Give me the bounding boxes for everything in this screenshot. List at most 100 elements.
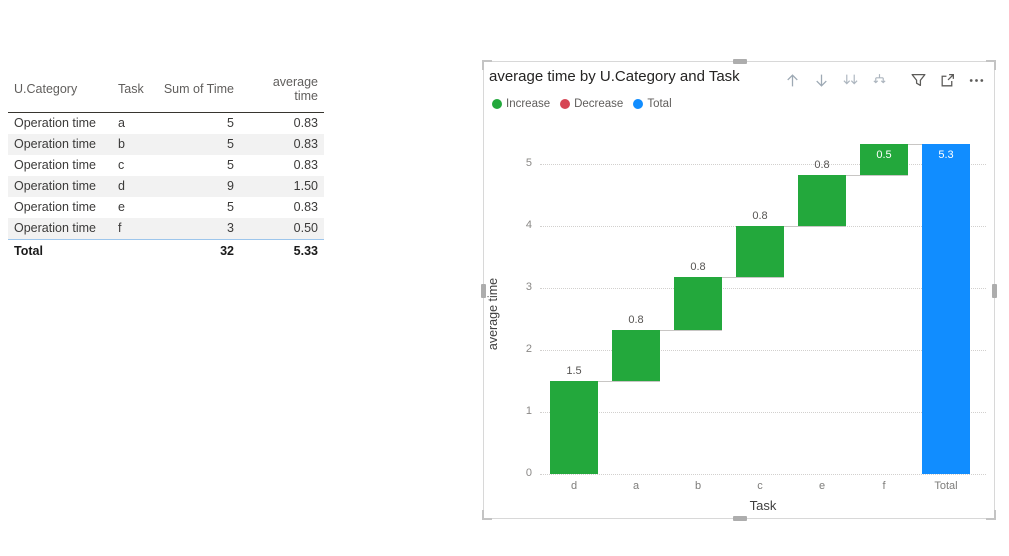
resize-handle-left[interactable] [481, 284, 486, 298]
total-cell: 5.33 [240, 239, 324, 262]
table-cell[interactable]: 9 [150, 176, 240, 197]
y-axis-tick-label: 1 [525, 405, 532, 417]
total-cell: Total [8, 239, 112, 262]
waterfall-connector [612, 329, 722, 331]
x-axis-category-label: b [694, 480, 702, 492]
table-cell[interactable]: 5 [150, 134, 240, 155]
filter-icon[interactable] [909, 71, 928, 90]
waterfall-connector [798, 174, 908, 176]
column-header[interactable]: Sum of Time [150, 70, 240, 113]
resize-handle-top-right[interactable] [986, 60, 996, 70]
resize-handle-bottom-left[interactable] [482, 510, 492, 520]
drill-down-icon[interactable] [812, 71, 831, 90]
x-axis-title: Task [749, 498, 777, 513]
more-options-icon[interactable] [967, 71, 986, 90]
resize-handle-top[interactable] [733, 59, 747, 64]
legend-dot [492, 99, 502, 109]
legend-label: Increase [506, 98, 551, 110]
x-axis-category-label: f [882, 480, 886, 492]
table-cell[interactable]: f [112, 218, 150, 240]
table-cell[interactable]: e [118, 200, 125, 214]
y-axis-tick-label: 3 [525, 281, 532, 293]
x-axis-category-label: Total [934, 480, 958, 492]
legend-item-decrease[interactable]: Decrease [560, 98, 623, 110]
chart-legend: Increase Decrease Total [492, 98, 672, 110]
table-cell[interactable]: 5 [227, 158, 234, 172]
y-axis-title: average time [486, 277, 501, 351]
data-label: 1.5 [566, 365, 582, 377]
table-cell[interactable]: c [118, 158, 125, 172]
resize-handle-right[interactable] [992, 284, 997, 298]
table-cell[interactable]: 0.83 [293, 116, 318, 130]
table-cell[interactable]: 5 [227, 116, 234, 130]
bar-f[interactable] [860, 143, 908, 175]
y-axis-tick-label: 2 [525, 343, 532, 355]
chart-title: average time by U.Category and Task [489, 68, 740, 85]
table-cell[interactable]: Operation time [8, 218, 112, 240]
data-label: 0.8 [814, 158, 830, 171]
waterfall-connector [736, 226, 846, 227]
resize-handle-top-left[interactable] [482, 60, 492, 70]
bar-b[interactable] [674, 277, 722, 330]
table-cell[interactable]: 0.50 [240, 218, 324, 240]
y-axis-tick-label: 4 [525, 219, 532, 231]
data-label: 0.8 [628, 313, 644, 326]
expand-all-down-icon[interactable] [870, 71, 889, 90]
legend-item-increase[interactable]: Increase [492, 98, 550, 110]
x-axis-category-label: a [632, 480, 640, 492]
table-row[interactable]: Operation time e 5 0.83 [8, 197, 324, 218]
table-cell[interactable]: 5 [227, 200, 234, 214]
x-axis-category-label: d [570, 480, 578, 492]
bar-a[interactable] [612, 329, 660, 381]
table-cell[interactable]: Operation time [8, 176, 112, 197]
data-table: U.Category Task Sum of Time average time Op… [8, 70, 324, 262]
data-label: 0.8 [752, 210, 768, 222]
table-header-row: U.Category Task Sum of Time average time [8, 70, 324, 113]
waterfall-chart-visual[interactable]: average time by U.Category and Task Incr… [481, 59, 997, 521]
table-cell[interactable]: 0.83 [293, 158, 318, 172]
table-cell[interactable]: Operation time [14, 158, 96, 172]
table-cell[interactable]: 0.83 [240, 134, 324, 155]
y-gridline [540, 288, 986, 289]
y-gridline [540, 350, 986, 351]
legend-label: Total [647, 98, 672, 110]
legend-dot [633, 99, 644, 109]
bar-total[interactable] [922, 143, 970, 474]
y-gridline [540, 164, 986, 165]
table-cell[interactable]: 1.50 [240, 176, 324, 197]
x-axis-category-label: c [757, 480, 763, 492]
table-cell[interactable]: Operation time [8, 134, 112, 155]
data-label: 0.5 [876, 148, 892, 161]
column-header[interactable]: U.Category [8, 70, 112, 113]
drill-up-icon[interactable] [783, 71, 802, 90]
resize-handle-bottom[interactable] [733, 516, 747, 521]
resize-handle-bottom-right[interactable] [986, 510, 996, 520]
table-cell[interactable]: 0.83 [293, 200, 318, 214]
table-cell[interactable]: a [118, 116, 125, 130]
table-row[interactable]: Operation time b 5 0.83 [8, 134, 324, 155]
y-gridline [540, 412, 986, 413]
column-header[interactable]: average time [240, 70, 324, 113]
table-cell[interactable]: Operation time [14, 116, 96, 130]
table-row[interactable]: Operation time a 5 0.83 [8, 113, 324, 135]
visual-header-toolbar [783, 71, 986, 90]
show-next-level-icon[interactable] [841, 71, 860, 90]
plot-area: 0 1 2 3 4 5 1.5 d 0.8 a 0.8 b 0.8 c 0.8 e 0.5 f 5.3 Total [484, 62, 994, 518]
table-cell[interactable]: Operation time [14, 200, 96, 214]
table-row[interactable]: Operation time c 5 0.83 [8, 155, 324, 176]
bar-e[interactable] [798, 174, 846, 226]
legend-item-total[interactable]: Total [633, 98, 672, 110]
focus-mode-icon[interactable] [938, 71, 957, 90]
bar-c[interactable] [736, 226, 784, 278]
table-row[interactable]: Operation time d 9 1.50 [8, 176, 324, 197]
table-cell[interactable]: b [112, 134, 150, 155]
waterfall-connector [550, 381, 660, 382]
bar-d[interactable] [550, 381, 598, 474]
table-row[interactable]: Operation time f 3 0.50 [8, 218, 324, 240]
column-header[interactable]: Task [112, 70, 150, 113]
x-axis-category-label: e [818, 480, 826, 492]
y-gridline [540, 474, 986, 475]
table-total-row: Total 32 5.33 [8, 239, 324, 262]
table-cell[interactable]: 3 [150, 218, 240, 240]
table-cell[interactable]: d [112, 176, 150, 197]
